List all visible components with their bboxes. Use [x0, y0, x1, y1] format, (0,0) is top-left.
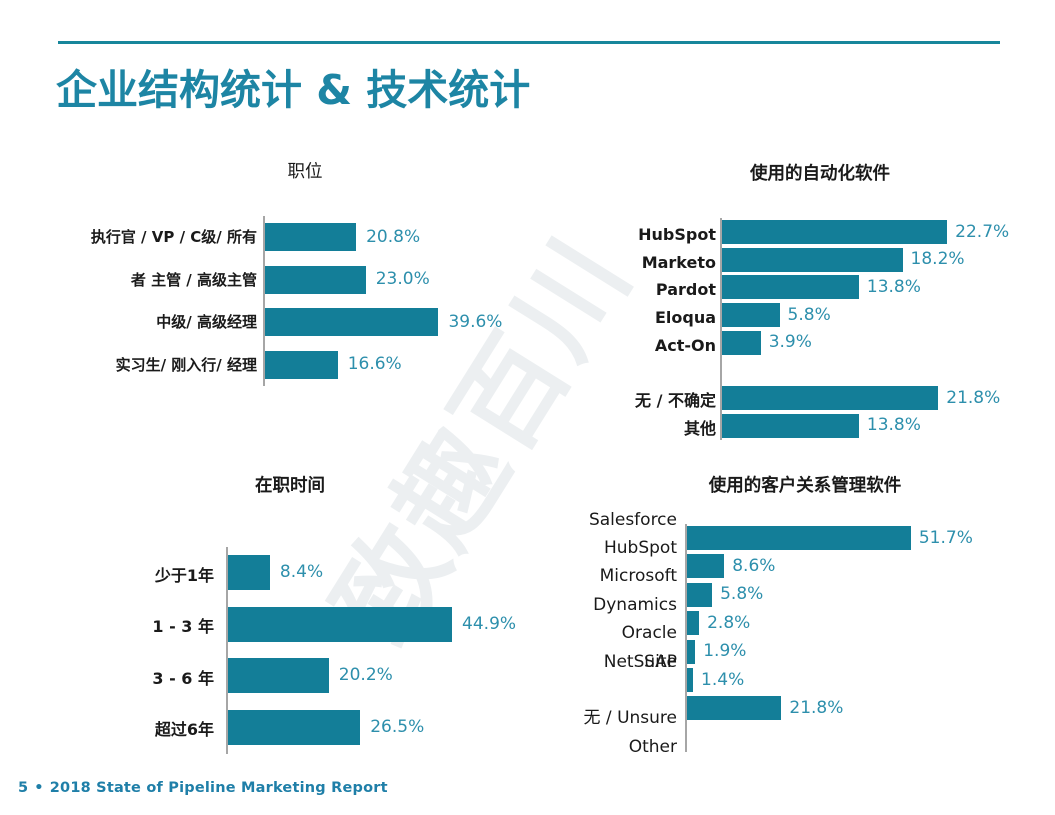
chart-job-axis: [263, 216, 265, 386]
bar-value-label: 16.6%: [347, 354, 402, 374]
bar-value-label: 8.4%: [279, 562, 324, 582]
category-label: 实习生/ 刚入行/ 经理: [115, 355, 257, 374]
bar: [687, 611, 700, 636]
category-label: Eloqua: [654, 308, 716, 328]
category-label: 3 - 6 年: [152, 668, 214, 688]
bar-value-label: 21.8%: [789, 697, 844, 718]
bar-value-label: 20.2%: [338, 665, 393, 685]
category-label: 中级/ 高级经理: [156, 313, 257, 331]
bar-value-label: 39.6%: [448, 311, 503, 332]
bar-value-label: 8.6%: [732, 555, 776, 576]
footer-page-number: 5: [18, 780, 29, 796]
category-label: 执行官 / VP / C级/ 所有: [90, 228, 257, 246]
chart-tenure-title: 在职时间 少于1年 1 - 3 年 3 - 6 年超过6年 8.4% 44.9% 20.2…: [60, 472, 520, 762]
chart-crm-plot: Salesforce HubSpot Microsoft Dynamics Oracle…: [584, 511, 1025, 755]
bar-value-label: 5.8%: [720, 584, 764, 605]
category-label: Dynamics: [593, 594, 677, 615]
bar: [722, 275, 859, 300]
category-label: Microsoft: [599, 566, 677, 587]
bar: [687, 696, 782, 721]
bar: [228, 606, 453, 642]
category-label: SAP: [644, 651, 677, 672]
category-label: 超过6年: [154, 720, 214, 739]
bar: [265, 308, 439, 336]
bar-value-label: 1.4%: [701, 669, 745, 690]
bar: [265, 223, 357, 251]
bar: [722, 413, 859, 438]
bar: [687, 639, 696, 664]
header-rule: [58, 41, 1000, 44]
chart-automation-title: 使用的自动化软件 HubSpot Marketo Pardot Eloqua Act-O…: [600, 160, 1040, 445]
bar: [687, 554, 725, 579]
bar-value-label: 3.9%: [768, 332, 812, 353]
bar: [722, 330, 761, 355]
bar-value-label: 21.8%: [946, 387, 1001, 408]
category-label: 1 - 3 年: [152, 617, 214, 636]
bar-value-label: 13.8%: [866, 276, 921, 297]
category-label: 者 主管 / 高级主管: [130, 270, 257, 289]
chart-tenure-heading: 在职时间: [255, 476, 325, 496]
bar: [722, 303, 780, 328]
chart-automation-plot: HubSpot Marketo Pardot Eloqua Act-On 无 / 不确定其…: [635, 218, 1040, 440]
bar: [687, 582, 713, 607]
bar-value-label: 22.7%: [955, 221, 1010, 242]
bar-value-label: 20.8%: [366, 226, 421, 247]
category-label: 其他: [683, 418, 716, 438]
bar-value-label: 2.8%: [707, 612, 751, 633]
category-label: Pardot: [655, 280, 716, 300]
category-label: Other: [628, 736, 677, 757]
chart-crm-axis: [685, 524, 687, 752]
category-label: Oracle: [621, 623, 677, 644]
bar: [228, 555, 270, 590]
footer-separator: •: [34, 780, 44, 796]
category-label: NetSuite: [603, 651, 677, 672]
bar-value-label: 1.9%: [703, 641, 747, 662]
bar: [722, 247, 903, 272]
category-label: Act-On: [654, 335, 716, 355]
chart-tenure-plot: 少于1年 1 - 3 年 3 - 6 年超过6年 8.4% 44.9% 20.2% 26.5…: [152, 547, 517, 754]
chart-job-plot: 执行官 / VP / C级/ 所有者 主管 / 高级主管中级/ 高级经理实习生/…: [91, 216, 535, 386]
footer-report-title: 2018 State of Pipeline Marketing Report: [49, 780, 388, 796]
bar: [265, 350, 338, 379]
category-label: 少于1年: [154, 565, 214, 585]
chart-crm-heading: 使用的客户关系管理软件: [708, 476, 902, 496]
bar-value-label: 18.2%: [910, 249, 965, 270]
bar: [722, 386, 939, 411]
footer: 5 • 2018 State of Pipeline Marketing Repor…: [18, 780, 388, 796]
bar: [265, 265, 366, 294]
category-label: HubSpot: [638, 225, 716, 244]
category-label: HubSpot: [604, 537, 677, 558]
bar-value-label: 44.9%: [462, 613, 517, 634]
category-label: Marketo: [641, 252, 716, 272]
bar-value-label: 23.0%: [375, 269, 430, 289]
bar: [228, 658, 329, 693]
chart-automation-axis: [720, 218, 722, 440]
category-label: Salesforce: [588, 509, 677, 530]
bar: [228, 709, 361, 745]
bar-value-label: 13.8%: [866, 415, 921, 436]
bar-value-label: 51.7%: [918, 527, 973, 548]
bar: [687, 668, 694, 692]
bar-value-label: 5.8%: [787, 304, 831, 325]
bar-value-label: 26.5%: [370, 716, 425, 737]
chart-job-title: 职位 执行官 / VP / C级/ 所有者 主管 / 高级主管中级/ 高级经理实…: [75, 158, 535, 388]
chart-crm-title: 使用的客户关系管理软件 Salesforce HubSpot Microsoft Dy…: [565, 472, 1045, 762]
chart-job-heading: 职位: [287, 162, 323, 182]
chart-tenure-axis: [226, 547, 228, 754]
bar: [687, 526, 911, 550]
page-title: 企业结构统计 & 技术统计: [56, 66, 531, 114]
bar: [722, 220, 948, 244]
category-label: 无 / Unsure: [583, 708, 677, 729]
category-label: 无 / 不确定: [635, 391, 716, 411]
chart-automation-heading: 使用的自动化软件: [750, 164, 890, 184]
